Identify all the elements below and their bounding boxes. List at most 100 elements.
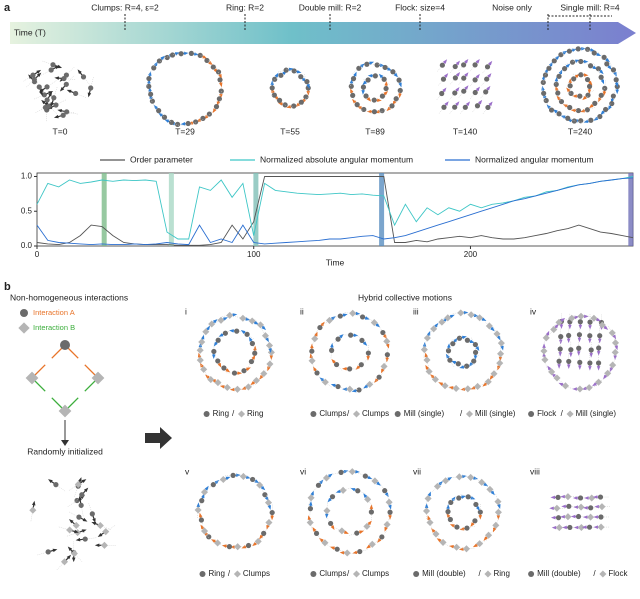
agent-body [102, 528, 110, 536]
agent-body [598, 321, 606, 329]
panel-numeral: i [185, 306, 187, 316]
agent-arrowhead [487, 73, 492, 78]
agent-body [561, 66, 568, 72]
agent-arrowhead [245, 475, 251, 479]
agent-arrowhead [78, 477, 82, 482]
agent-body [422, 507, 431, 515]
caption-a: Clumps [319, 569, 346, 578]
highlight-band [628, 173, 634, 246]
caption-separator: / [478, 569, 481, 578]
agent-body [597, 333, 603, 339]
agent-body [368, 509, 374, 515]
agent-body [385, 498, 393, 506]
agent-body [595, 378, 603, 386]
agent-arrowhead [200, 334, 205, 340]
agent-body [188, 50, 194, 56]
agent-body [64, 109, 70, 115]
agent-body [471, 358, 477, 364]
series-line [36, 176, 634, 240]
caption-separator: / [228, 569, 231, 578]
agent-arrowhead [376, 481, 381, 486]
legend-label: Order parameter [130, 154, 193, 164]
agent-arrowhead [468, 362, 474, 367]
agent-body [309, 348, 315, 354]
agent-body [168, 119, 175, 126]
agent-arrowhead [296, 69, 302, 74]
event-label: Clumps: R=4, ε=2 [91, 2, 159, 12]
agent-body [598, 74, 604, 80]
agent-arrowhead [455, 71, 461, 77]
agent-arrowhead [553, 109, 558, 114]
agent-body [602, 85, 608, 91]
agent-arrowhead [330, 342, 334, 348]
agent-body [555, 515, 562, 521]
agent-arrowhead [568, 324, 572, 330]
agent-body [323, 507, 331, 515]
agent-arrowhead [475, 73, 480, 79]
y-tick-label: 0.0 [21, 241, 33, 250]
agent-arrowhead [81, 529, 87, 533]
caption-circle [310, 571, 317, 577]
agent-arrowhead [427, 491, 431, 497]
agent-body [60, 340, 70, 350]
agent-arrowhead [475, 86, 480, 92]
agent-body [578, 118, 584, 124]
agent-body [548, 368, 556, 376]
agent-body [198, 517, 205, 523]
agent-arrowhead [183, 51, 189, 56]
agent-body [79, 492, 85, 498]
highlight-band [101, 173, 107, 246]
agent-body [230, 472, 236, 478]
agent-arrowhead [560, 317, 566, 322]
agent-arrowhead [36, 72, 42, 78]
agent-body [555, 494, 561, 500]
agent-body [350, 76, 357, 82]
agent-body [452, 384, 460, 392]
agent-arrowhead [562, 525, 567, 530]
agent-body [379, 108, 385, 114]
agent-arrowhead [206, 325, 211, 331]
agent-arrowhead [588, 325, 592, 330]
agent-arrowhead [153, 61, 158, 67]
agent-body [588, 494, 596, 502]
agent-arrowhead [218, 333, 224, 337]
agent-body [261, 530, 267, 536]
agent-arrowhead [198, 512, 203, 518]
agent-body [566, 503, 572, 509]
agent-arrowhead [608, 105, 612, 111]
agent-arrowhead [158, 112, 163, 117]
agent-arrowhead [475, 58, 480, 64]
interaction-a: Interaction A [33, 308, 75, 317]
agent-body [248, 317, 256, 325]
agent-body [74, 480, 82, 488]
agent-body [497, 350, 505, 358]
agent-arrowhead [254, 320, 259, 325]
agent-arrowhead [572, 94, 577, 98]
agent-body [76, 514, 82, 520]
agent-body [193, 119, 199, 125]
agent-arrowhead [351, 99, 357, 104]
x-tick-label: 200 [464, 250, 478, 259]
agent-arrowhead [398, 93, 402, 99]
agent-arrowhead [225, 476, 231, 481]
agent-arrowhead [274, 72, 279, 78]
agent-arrowhead [268, 348, 272, 353]
agent-arrowhead [580, 109, 585, 113]
agent-arrowhead [249, 336, 253, 342]
agent-body [462, 104, 468, 110]
agent-body [452, 104, 458, 110]
agent-body [148, 91, 154, 97]
agent-arrowhead [309, 353, 314, 359]
snapshot-label: T=140 [453, 126, 478, 136]
agent-body [492, 521, 500, 529]
agent-body [592, 100, 598, 106]
caption-diamond [233, 570, 241, 578]
agent-body [334, 546, 340, 552]
agent-arrowhead [94, 543, 100, 548]
agent-body [564, 513, 572, 521]
agent-body [313, 530, 320, 537]
agent-arrowhead [66, 89, 72, 94]
panel-numeral: iii [413, 306, 419, 316]
caption-a: Ring [213, 409, 229, 418]
agent-body [578, 72, 584, 78]
